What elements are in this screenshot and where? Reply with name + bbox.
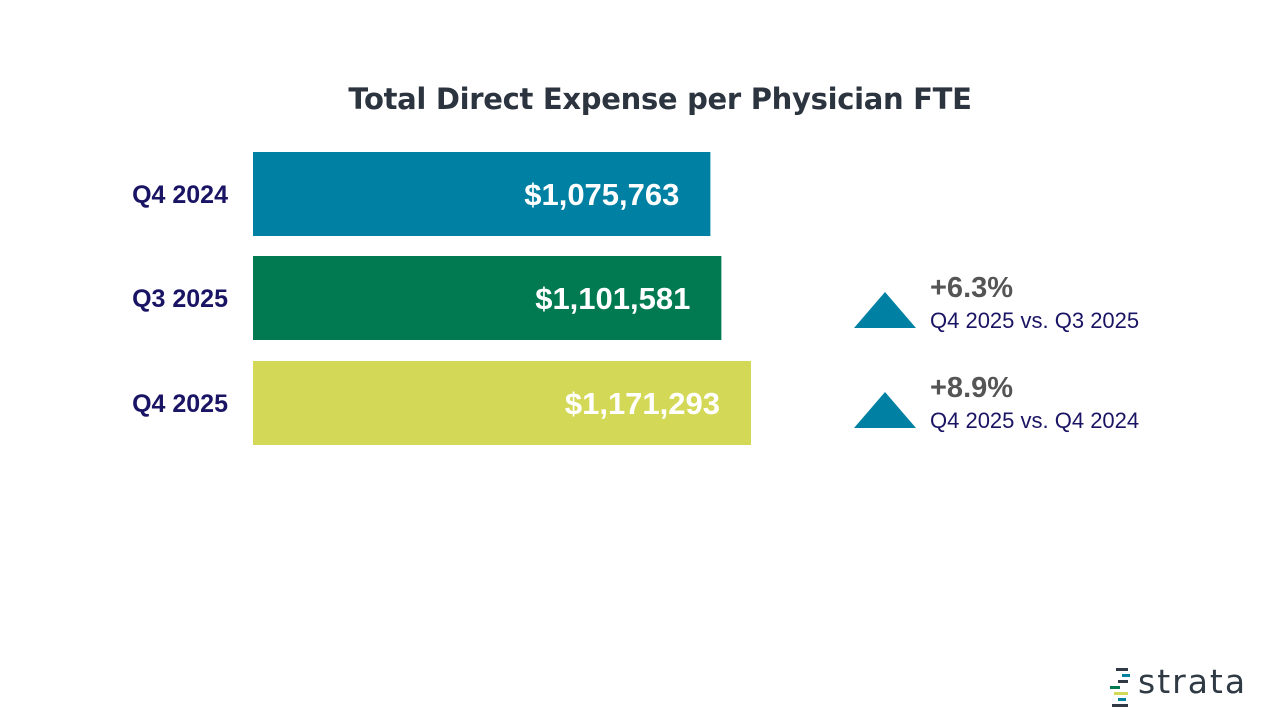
bar-q4-2024 — [253, 152, 711, 236]
chart-title: Total Direct Expense per Physician FTE — [348, 82, 972, 116]
change-percent: +8.9% — [930, 372, 1014, 404]
up-triangle-icon — [854, 392, 916, 428]
logo-wordmark: strata — [1138, 662, 1248, 701]
value-label: $1,101,581 — [535, 281, 690, 316]
bar-q4-2025 — [253, 361, 751, 445]
value-label: $1,171,293 — [565, 386, 720, 421]
strata-logo-mark-icon — [1110, 668, 1130, 707]
change-description: Q4 2025 vs. Q3 2025 — [930, 308, 1140, 333]
category-label: Q4 2024 — [132, 181, 228, 209]
value-label: $1,075,763 — [524, 177, 679, 212]
strata-logo: strata — [1108, 662, 1258, 710]
change-indicator-q3: +6.3% Q4 2025 vs. Q3 2025 — [852, 272, 1212, 342]
change-percent: +6.3% — [930, 272, 1014, 304]
category-label: Q4 2025 — [132, 390, 228, 418]
change-indicator-q4: +8.9% Q4 2025 vs. Q4 2024 — [852, 372, 1212, 442]
bar-q3-2025 — [253, 256, 722, 340]
up-triangle-icon — [854, 292, 916, 328]
category-label: Q3 2025 — [132, 285, 228, 313]
change-description: Q4 2025 vs. Q4 2024 — [930, 408, 1140, 433]
